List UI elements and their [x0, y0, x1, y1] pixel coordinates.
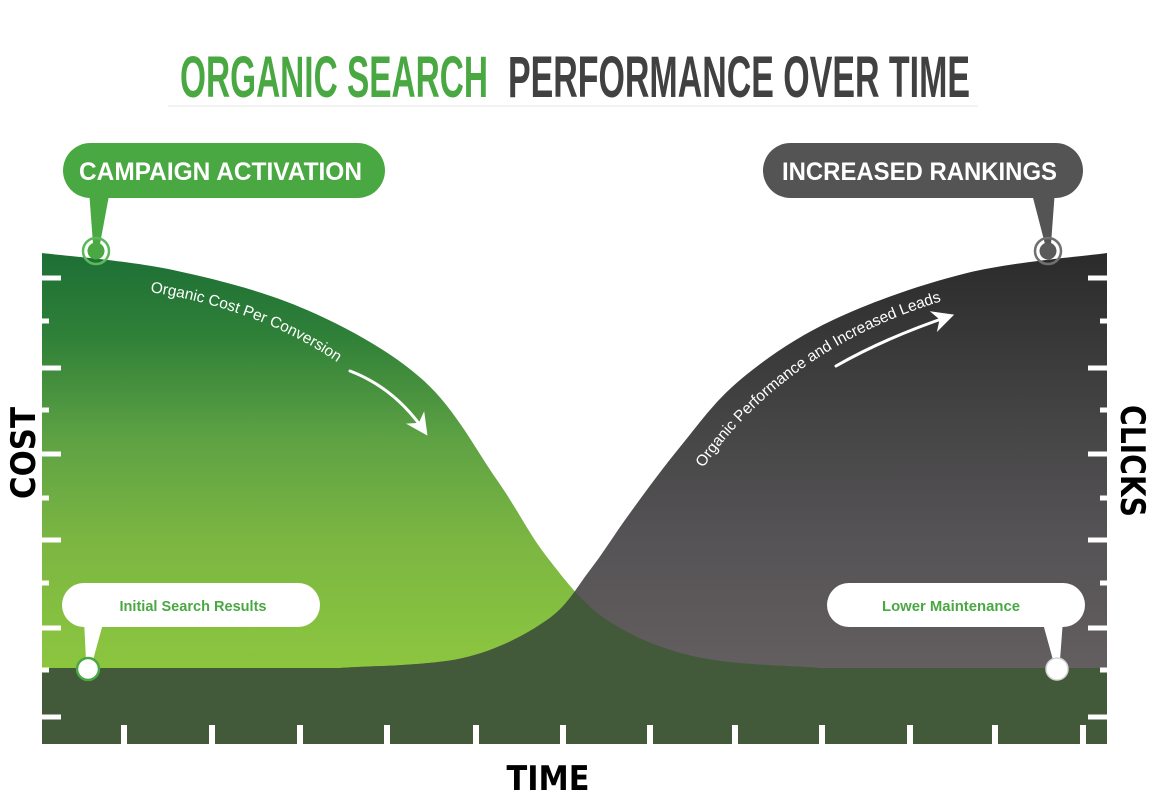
title-highlight: ORGANIC SEARCH	[180, 45, 488, 110]
chart-title: ORGANIC SEARCH PERFORMANCE OVER TIME	[168, 45, 978, 110]
callout-lower-maintenance: Lower Maintenance	[827, 583, 1085, 681]
callout-label: Initial Search Results	[120, 598, 267, 615]
callout-bubble	[763, 143, 1083, 198]
callout-label: INCREASED RANKINGS	[782, 158, 1057, 186]
left-axis-ticks	[42, 275, 61, 720]
y-axis-left-label: COST	[4, 406, 44, 499]
callout-label: Lower Maintenance	[882, 598, 1020, 615]
marker-dot-icon	[1039, 242, 1057, 260]
x-axis-label: TIME	[507, 759, 590, 799]
marker-dot-icon	[1045, 657, 1069, 681]
marker-ring-icon	[81, 236, 111, 266]
callout-initial-search-results: Initial Search Results	[62, 583, 320, 682]
bottom-axis-ticks	[121, 725, 1086, 745]
callout-pill	[62, 583, 320, 627]
callout-pill	[827, 583, 1085, 627]
plot-area	[42, 253, 1107, 744]
callout-pointer	[89, 190, 110, 244]
callout-pointer	[1042, 620, 1063, 660]
callout-increased-rankings: INCREASED RANKINGS	[763, 143, 1083, 266]
marker-dot-icon	[75, 656, 101, 682]
y-axis-right-label: CLICKS	[1112, 405, 1152, 517]
cost-arrow-icon	[348, 369, 428, 436]
marker-ring-icon	[1033, 236, 1063, 266]
marker-dot-icon	[87, 242, 105, 260]
callout-pointer	[84, 620, 104, 660]
callout-bubble	[63, 143, 385, 198]
callout-label: CAMPAIGN ACTIVATION	[79, 158, 362, 186]
callout-pointer	[1031, 190, 1055, 244]
right-axis-ticks	[1088, 275, 1107, 720]
clicks-arrow-icon	[834, 311, 955, 368]
callout-campaign-activation: CAMPAIGN ACTIVATION	[63, 143, 385, 266]
title-rest: PERFORMANCE OVER TIME	[508, 45, 970, 110]
